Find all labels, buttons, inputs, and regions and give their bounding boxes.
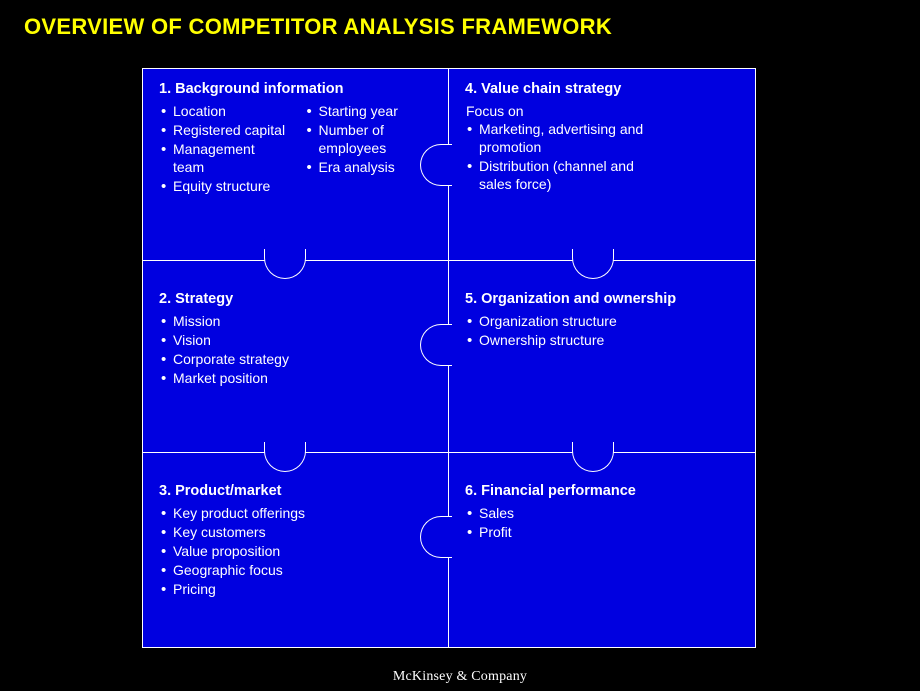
cell-strategy: 2. Strategy Mission Vision Corporate str…	[142, 260, 449, 453]
list-item: Management team	[159, 141, 289, 177]
cell-title: 5. Organization and ownership	[465, 291, 741, 307]
bullet-list: Key product offerings Key customers Valu…	[159, 505, 434, 599]
list-item: Mission	[159, 313, 434, 331]
cell-title: 2. Strategy	[159, 291, 434, 307]
list-item: Distribution (channel and sales force)	[465, 158, 645, 194]
list-item: Era analysis	[305, 159, 435, 177]
list-item: Ownership structure	[465, 332, 741, 350]
list-item: Profit	[465, 524, 741, 542]
cell-subtitle: Focus on	[465, 103, 741, 119]
cell-organization: 5. Organization and ownership Organizati…	[448, 260, 756, 453]
list-item: Equity structure	[159, 178, 289, 196]
list-item: Sales	[465, 505, 741, 523]
framework-grid: 1. Background information Location Regis…	[142, 68, 756, 648]
footer-logo: McKinsey & Company	[0, 669, 920, 685]
bullet-list: Mission Vision Corporate strategy Market…	[159, 313, 434, 388]
list-item: Corporate strategy	[159, 351, 434, 369]
list-item: Location	[159, 103, 289, 121]
list-item: Vision	[159, 332, 434, 350]
list-item: Key customers	[159, 524, 434, 542]
list-item: Key product offerings	[159, 505, 434, 523]
cell-title: 6. Financial performance	[465, 483, 741, 499]
slide-title: OVERVIEW OF COMPETITOR ANALYSIS FRAMEWOR…	[0, 0, 920, 40]
bullet-list: Marketing, advertising and promotion Dis…	[465, 121, 645, 194]
bullet-list: Sales Profit	[465, 505, 741, 542]
cell-background-info: 1. Background information Location Regis…	[142, 68, 449, 261]
cell-value-chain: 4. Value chain strategy Focus on Marketi…	[448, 68, 756, 261]
list-item: Registered capital	[159, 122, 289, 140]
list-item: Starting year	[305, 103, 435, 121]
cell-product-market: 3. Product/market Key product offerings …	[142, 452, 449, 648]
cell-title: 3. Product/market	[159, 483, 434, 499]
bullet-list: Starting year Number of employees Era an…	[305, 103, 435, 177]
list-item: Value proposition	[159, 543, 434, 561]
list-item: Number of employees	[305, 122, 435, 158]
list-item: Market position	[159, 370, 434, 388]
cell-financial: 6. Financial performance Sales Profit	[448, 452, 756, 648]
cell-title: 1. Background information	[159, 81, 434, 97]
list-item: Marketing, advertising and promotion	[465, 121, 645, 157]
bullet-list: Organization structure Ownership structu…	[465, 313, 741, 350]
cell-title: 4. Value chain strategy	[465, 81, 741, 97]
list-item: Pricing	[159, 581, 434, 599]
list-item: Geographic focus	[159, 562, 434, 580]
list-item: Organization structure	[465, 313, 741, 331]
bullet-list: Location Registered capital Management t…	[159, 103, 289, 196]
